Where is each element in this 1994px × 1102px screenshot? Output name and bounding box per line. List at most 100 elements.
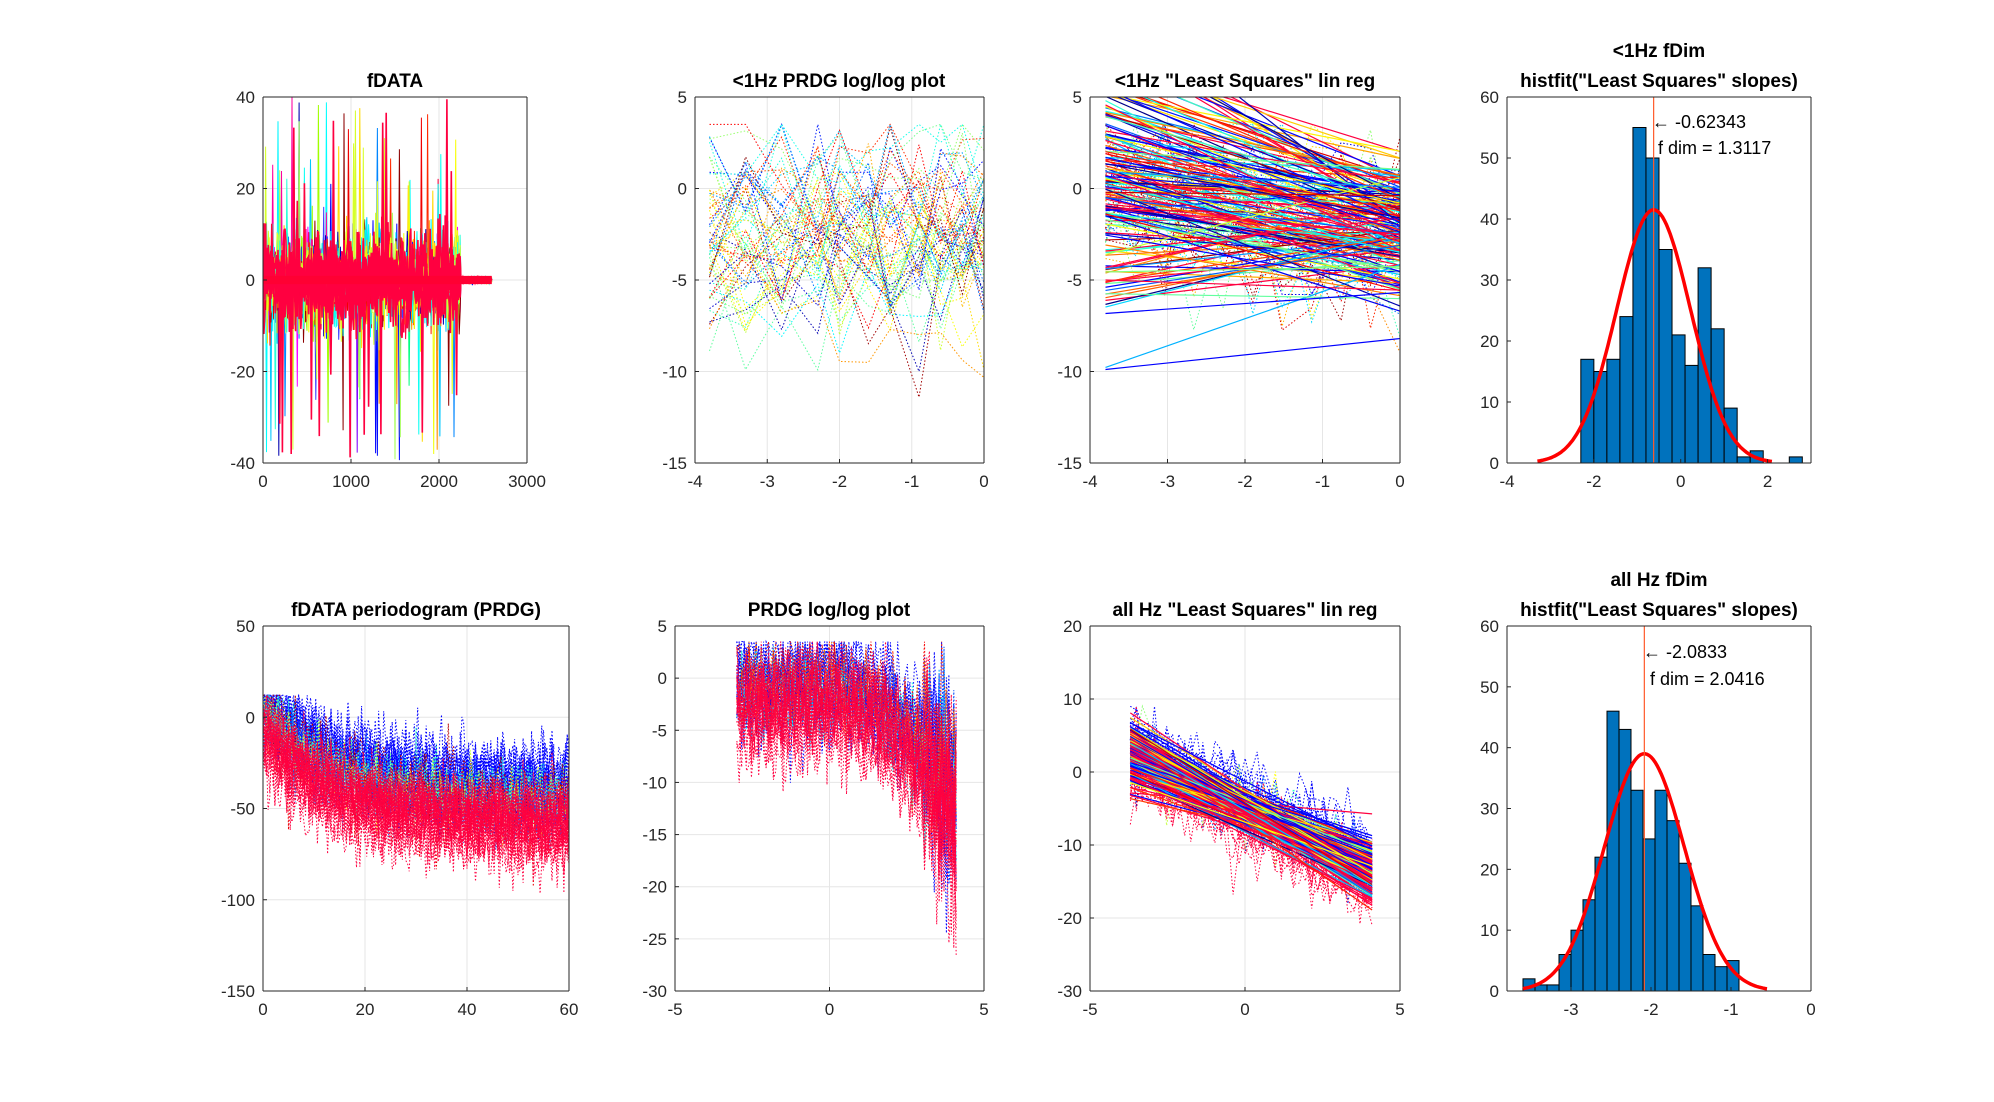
axes-frame [1089, 96, 1401, 464]
y-tick-label: 50 [1480, 149, 1499, 168]
series-line [263, 694, 569, 819]
x-tick-label: 0 [1240, 1000, 1249, 1019]
x-tick-label: -1 [1723, 1000, 1738, 1019]
histogram-bar [1619, 316, 1634, 463]
series-line [263, 724, 569, 871]
series-line [709, 261, 984, 355]
series-line [709, 189, 984, 315]
series-line [709, 204, 984, 313]
plot-area [263, 693, 569, 894]
x-tick-label: 20 [356, 1000, 375, 1019]
y-tick-label: -100 [221, 891, 255, 910]
fit-line [1105, 175, 1400, 201]
x-tick-label: 60 [560, 1000, 579, 1019]
panel-prdg-loglog: -5 0 5 -30 -25 -20 -15 -10 -5 0 5 PRDG log/log plot [642, 600, 988, 1019]
x-tick-label: -2 [1237, 472, 1252, 491]
x-tick-label: 0 [258, 472, 267, 491]
x-tick-label: -4 [1499, 472, 1514, 491]
y-tick-label: -15 [642, 826, 667, 845]
series-line [709, 177, 984, 300]
fit-line [1157, 97, 1400, 201]
fit-line [1105, 125, 1400, 233]
x-tick-label: 2 [1763, 472, 1772, 491]
panel-title-line-1: all Hz fDim [1610, 570, 1707, 591]
x-tick-label: -5 [667, 1000, 682, 1019]
series-line [263, 729, 569, 869]
y-tick-label: 30 [1480, 271, 1499, 290]
x-tick-label: -4 [687, 472, 702, 491]
y-tick-label: 0 [1073, 180, 1082, 199]
panel-title: PRDG log/log plot [748, 600, 911, 621]
x-tick-label: -4 [1082, 472, 1097, 491]
histogram-bar [1702, 954, 1716, 991]
panel-title: fDATA [367, 71, 424, 92]
series-line [709, 198, 984, 313]
y-tick-label: 0 [246, 708, 255, 727]
fit-line [1129, 726, 1373, 870]
y-tick-label: 20 [1063, 617, 1082, 636]
fit-line [1105, 206, 1400, 235]
fit-line [1130, 732, 1373, 857]
series-line [709, 233, 984, 328]
panel-fdata-periodogram: 0 20 40 60 -150 -100 -50 0 50 fDATA periodogram (… [221, 600, 578, 1019]
series-line [709, 123, 984, 197]
fit-line [1105, 178, 1400, 248]
panel-allhz-fdim-histfit: -3 -2 -1 0 0 10 20 30 40 50 60 all Hz fDim histfit("… [1480, 570, 1816, 1019]
fit-line [1196, 97, 1400, 177]
y-tick-label: 60 [1480, 88, 1499, 107]
data-line [1129, 761, 1373, 911]
series-line [263, 708, 569, 845]
y-tick-label: 0 [246, 271, 255, 290]
y-tick-label: 50 [1480, 678, 1499, 697]
data-line [1129, 772, 1373, 903]
series-line [263, 200, 493, 433]
fit-line [1105, 139, 1400, 231]
fit-line [1193, 97, 1400, 218]
histogram-bar [1546, 984, 1560, 991]
fit-line [1105, 171, 1400, 239]
series-line [736, 646, 957, 880]
normal-fit-curve [1522, 752, 1768, 991]
y-tick-label: -150 [221, 982, 255, 1001]
data-line [1105, 133, 1400, 353]
fit-line [1105, 215, 1400, 312]
y-tick-label: 10 [1480, 921, 1499, 940]
fit-line [1122, 97, 1400, 221]
y-tick-label: 20 [236, 180, 255, 199]
histogram-bar [1658, 249, 1673, 463]
fit-line [1105, 150, 1400, 170]
x-tick-label: 0 [258, 1000, 267, 1019]
fit-line [1105, 230, 1400, 251]
fdim-annotation: f dim = 2.0416 [1650, 669, 1765, 689]
series-line [709, 195, 984, 290]
series-line [263, 694, 569, 809]
y-tick-label: -5 [672, 271, 687, 290]
fit-line [1129, 741, 1373, 911]
series-line [709, 126, 984, 296]
histogram-bar [1671, 334, 1686, 463]
fit-line [1105, 191, 1400, 197]
series-line [709, 203, 984, 302]
x-tick-label: 0 [1806, 1000, 1815, 1019]
fit-line [1105, 223, 1400, 280]
histogram-bar [1684, 364, 1699, 463]
histogram-bar [1606, 358, 1621, 463]
panel-title: <1Hz "Least Squares" lin reg [1115, 71, 1375, 92]
x-tick-label: 0 [825, 1000, 834, 1019]
panel-title-line-2: histfit("Least Squares" slopes) [1520, 600, 1798, 621]
plot-area [1105, 97, 1400, 371]
series-line [736, 641, 957, 825]
fit-line [1105, 183, 1400, 253]
fit-line [1105, 156, 1400, 171]
series-line [709, 189, 984, 259]
x-tick-label: -3 [760, 472, 775, 491]
x-tick-label: 3000 [508, 472, 546, 491]
axes-frame [262, 96, 528, 464]
y-tick-label: 0 [1073, 763, 1082, 782]
histogram-bar [1606, 710, 1620, 991]
y-tick-label: -10 [1057, 836, 1082, 855]
y-tick-label: -5 [1067, 271, 1082, 290]
